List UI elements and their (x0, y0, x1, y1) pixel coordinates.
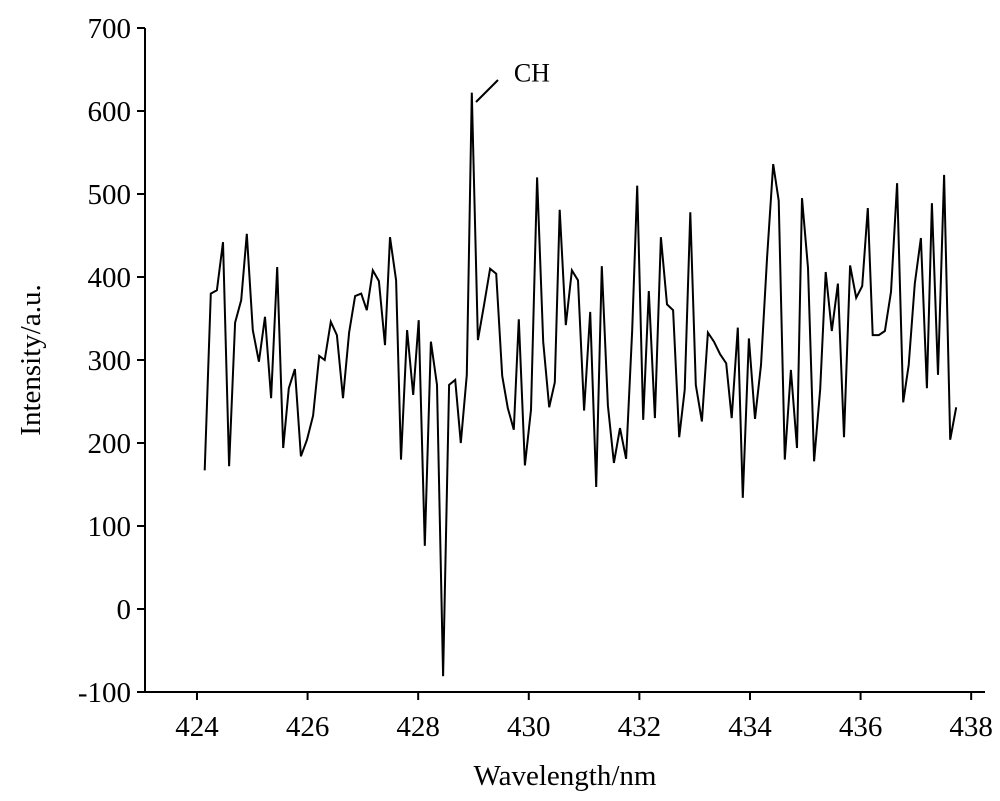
y-tick-label: -100 (78, 677, 131, 709)
annotation-leader (475, 79, 499, 103)
x-tick-label: 424 (175, 711, 219, 743)
spectrum-line (203, 92, 958, 677)
y-tick-label: 300 (88, 345, 132, 377)
y-tick-label: 600 (88, 96, 132, 128)
x-tick-label: 426 (286, 711, 330, 743)
x-tick-label: 432 (618, 711, 662, 743)
x-tick-label: 436 (839, 711, 883, 743)
y-tick-label: 200 (88, 428, 132, 460)
y-tick-label: 500 (88, 179, 132, 211)
x-tick-label: 430 (507, 711, 551, 743)
x-tick-label: 434 (728, 711, 772, 743)
y-tick-label: 100 (88, 511, 132, 543)
annotation: CH (514, 59, 550, 88)
y-axis-label: Intensity/a.u. (15, 284, 47, 435)
x-tick-label: 428 (396, 711, 440, 743)
y-tick-label: 700 (88, 13, 132, 45)
y-tick-label: 0 (117, 594, 132, 626)
x-tick-label: 438 (949, 711, 993, 743)
x-axis-label: Wavelength/nm (474, 760, 657, 792)
y-tick-label: 400 (88, 262, 132, 294)
